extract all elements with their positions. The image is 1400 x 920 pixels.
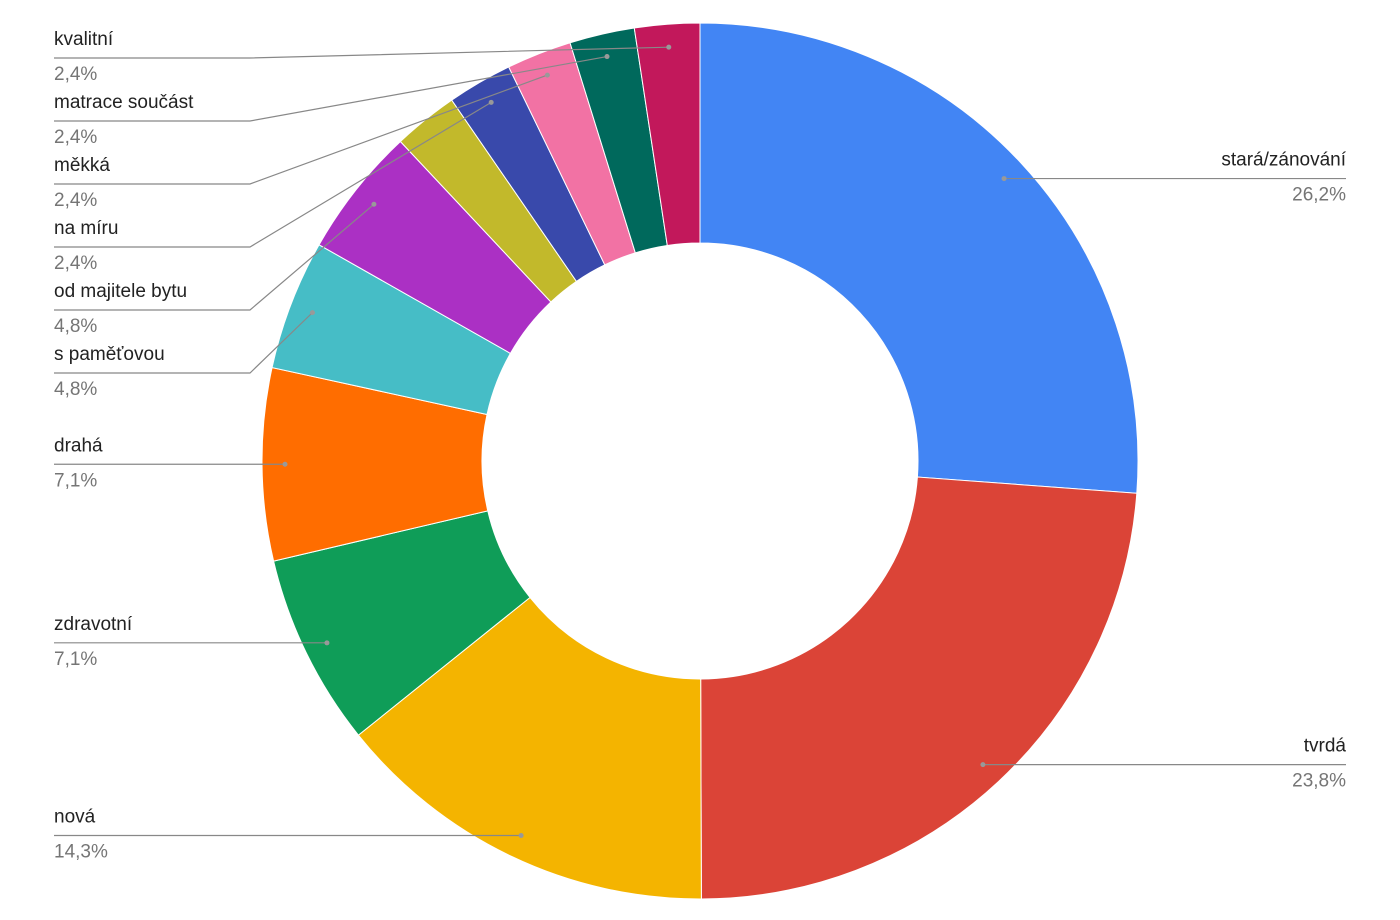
slice-value: 26,2% [1292,185,1346,206]
slice-label: nová [54,806,96,827]
slice-value: 7,1% [54,649,97,670]
slice-value: 14,3% [54,841,108,862]
slice-label: kvalitní [54,29,114,50]
slice [357,596,702,900]
slice [633,22,701,247]
leader-dot [604,54,610,60]
leader-line [54,46,669,59]
leader-dot [980,762,986,768]
leader-dot [544,72,550,78]
leader-dot [1001,176,1007,182]
slice-value: 4,8% [54,379,97,400]
leader-dot [371,201,377,207]
slice-value: 2,4% [54,64,97,85]
slice-value: 2,4% [54,127,97,148]
slice-label: tvrdá [1304,736,1347,757]
slice-label: matrace součást [54,92,194,113]
slice-value: 23,8% [1292,771,1346,792]
leader-dot [309,310,315,316]
leader-line [54,55,608,122]
slice-value: 2,4% [54,253,97,274]
leader-dot [518,832,524,838]
slice-label: s paměťovou [54,344,165,365]
slice-value: 7,1% [54,470,97,491]
slice-label: zdravotní [54,614,133,635]
leader-line [54,101,492,248]
leader-line [54,203,375,311]
leader-line [54,312,313,374]
leader-dot [666,44,672,50]
slice-value: 2,4% [54,190,97,211]
leader-line [54,74,548,185]
slice-label: stará/zánování [1221,150,1346,171]
slice-label: měkká [54,155,110,176]
slice-label: od majitele bytu [54,281,187,302]
slice-label: na míru [54,218,118,239]
slice-value: 4,8% [54,316,97,337]
slice-label: drahá [54,435,103,456]
leader-dot [488,99,494,105]
slice [700,476,1138,900]
slice [699,22,1139,494]
leader-dot [282,461,288,467]
leader-dot [324,640,330,646]
